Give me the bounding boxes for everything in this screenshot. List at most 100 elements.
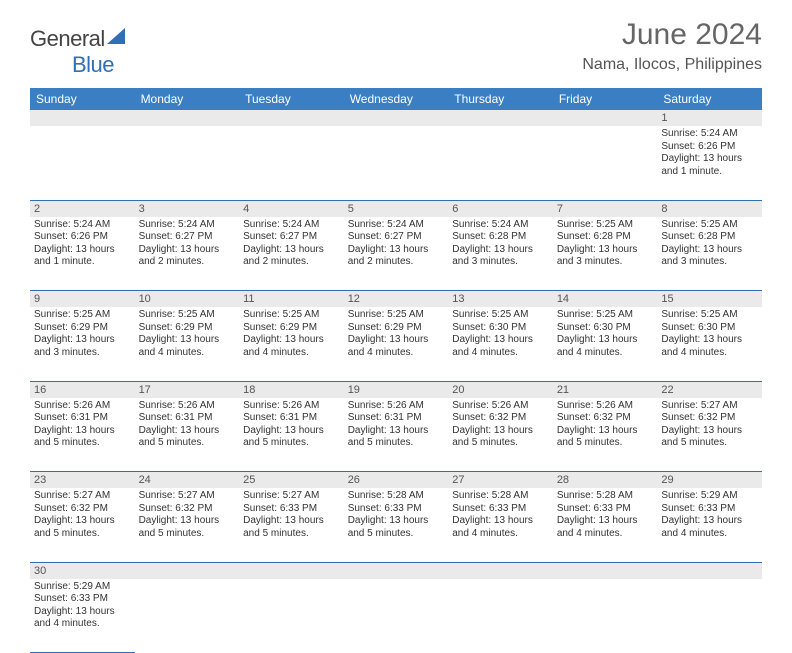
day-number-cell <box>657 562 762 579</box>
sunrise-text: Sunrise: 5:27 AM <box>34 490 131 503</box>
sunrise-text: Sunrise: 5:25 AM <box>557 309 654 322</box>
day-number-cell: 27 <box>448 472 553 489</box>
daylight-text: Daylight: 13 hours and 4 minutes. <box>557 515 654 540</box>
day-cell: Sunrise: 5:25 AMSunset: 6:28 PMDaylight:… <box>553 217 658 291</box>
sunset-text: Sunset: 6:30 PM <box>661 322 758 335</box>
day-content: Sunrise: 5:27 AMSunset: 6:32 PMDaylight:… <box>34 490 131 540</box>
day-number-cell: 14 <box>553 291 658 308</box>
day-number-cell <box>553 110 658 126</box>
day-number-cell: 30 <box>30 562 135 579</box>
sunrise-text: Sunrise: 5:24 AM <box>243 219 340 232</box>
day-content: Sunrise: 5:24 AMSunset: 6:28 PMDaylight:… <box>452 219 549 269</box>
col-tuesday: Tuesday <box>239 88 344 110</box>
day-number-cell: 1 <box>657 110 762 126</box>
daylight-text: Daylight: 13 hours and 3 minutes. <box>661 244 758 269</box>
sail-icon <box>107 26 129 52</box>
sunrise-text: Sunrise: 5:29 AM <box>661 490 758 503</box>
daylight-text: Daylight: 13 hours and 3 minutes. <box>34 334 131 359</box>
day-number-cell <box>239 110 344 126</box>
day-cell: Sunrise: 5:25 AMSunset: 6:28 PMDaylight:… <box>657 217 762 291</box>
col-friday: Friday <box>553 88 658 110</box>
daylight-text: Daylight: 13 hours and 1 minute. <box>661 153 758 178</box>
daylight-text: Daylight: 13 hours and 4 minutes. <box>243 334 340 359</box>
day-cell: Sunrise: 5:25 AMSunset: 6:29 PMDaylight:… <box>30 307 135 381</box>
day-content: Sunrise: 5:29 AMSunset: 6:33 PMDaylight:… <box>34 581 131 631</box>
sunset-text: Sunset: 6:33 PM <box>452 503 549 516</box>
logo-text: GeneralBlue <box>30 26 129 78</box>
day-content: Sunrise: 5:25 AMSunset: 6:29 PMDaylight:… <box>348 309 445 359</box>
day-number-cell: 10 <box>135 291 240 308</box>
day-cell: Sunrise: 5:26 AMSunset: 6:32 PMDaylight:… <box>553 398 658 472</box>
sunset-text: Sunset: 6:32 PM <box>139 503 236 516</box>
col-sunday: Sunday <box>30 88 135 110</box>
day-number-cell <box>30 110 135 126</box>
day-content: Sunrise: 5:26 AMSunset: 6:32 PMDaylight:… <box>557 400 654 450</box>
day-cell <box>448 126 553 200</box>
sunrise-text: Sunrise: 5:25 AM <box>139 309 236 322</box>
sunset-text: Sunset: 6:27 PM <box>348 231 445 244</box>
day-number-cell <box>344 562 449 579</box>
sunrise-text: Sunrise: 5:25 AM <box>348 309 445 322</box>
day-cell: Sunrise: 5:25 AMSunset: 6:29 PMDaylight:… <box>135 307 240 381</box>
day-number-cell: 5 <box>344 200 449 217</box>
sunset-text: Sunset: 6:28 PM <box>661 231 758 244</box>
day-cell: Sunrise: 5:28 AMSunset: 6:33 PMDaylight:… <box>448 488 553 562</box>
sunset-text: Sunset: 6:27 PM <box>243 231 340 244</box>
day-cell <box>30 126 135 200</box>
day-cell <box>657 579 762 653</box>
daylight-text: Daylight: 13 hours and 5 minutes. <box>139 515 236 540</box>
sunrise-text: Sunrise: 5:27 AM <box>243 490 340 503</box>
daylight-text: Daylight: 13 hours and 4 minutes. <box>34 606 131 631</box>
day-cell: Sunrise: 5:26 AMSunset: 6:31 PMDaylight:… <box>344 398 449 472</box>
day-content: Sunrise: 5:25 AMSunset: 6:30 PMDaylight:… <box>452 309 549 359</box>
day-cell: Sunrise: 5:25 AMSunset: 6:30 PMDaylight:… <box>553 307 658 381</box>
day-cell <box>344 126 449 200</box>
day-cell: Sunrise: 5:24 AMSunset: 6:27 PMDaylight:… <box>344 217 449 291</box>
sunrise-text: Sunrise: 5:24 AM <box>348 219 445 232</box>
sunset-text: Sunset: 6:31 PM <box>348 412 445 425</box>
sunrise-text: Sunrise: 5:25 AM <box>557 219 654 232</box>
day-number-cell: 4 <box>239 200 344 217</box>
daylight-text: Daylight: 13 hours and 5 minutes. <box>452 425 549 450</box>
day-number-cell: 24 <box>135 472 240 489</box>
day-number-cell: 22 <box>657 381 762 398</box>
day-content: Sunrise: 5:24 AMSunset: 6:26 PMDaylight:… <box>661 128 758 178</box>
daylight-text: Daylight: 13 hours and 1 minute. <box>34 244 131 269</box>
sunset-text: Sunset: 6:27 PM <box>139 231 236 244</box>
daylight-text: Daylight: 13 hours and 3 minutes. <box>557 244 654 269</box>
day-number-cell <box>448 562 553 579</box>
day-content: Sunrise: 5:25 AMSunset: 6:28 PMDaylight:… <box>557 219 654 269</box>
day-cell: Sunrise: 5:27 AMSunset: 6:32 PMDaylight:… <box>30 488 135 562</box>
week-row: Sunrise: 5:26 AMSunset: 6:31 PMDaylight:… <box>30 398 762 472</box>
sunrise-text: Sunrise: 5:27 AM <box>661 400 758 413</box>
day-number-cell: 23 <box>30 472 135 489</box>
day-content: Sunrise: 5:28 AMSunset: 6:33 PMDaylight:… <box>452 490 549 540</box>
title-block: June 2024 Nama, Ilocos, Philippines <box>582 18 762 74</box>
day-cell: Sunrise: 5:24 AMSunset: 6:26 PMDaylight:… <box>657 126 762 200</box>
sunset-text: Sunset: 6:31 PM <box>34 412 131 425</box>
day-content: Sunrise: 5:24 AMSunset: 6:27 PMDaylight:… <box>243 219 340 269</box>
sunset-text: Sunset: 6:33 PM <box>557 503 654 516</box>
daylight-text: Daylight: 13 hours and 5 minutes. <box>34 425 131 450</box>
day-cell: Sunrise: 5:26 AMSunset: 6:31 PMDaylight:… <box>239 398 344 472</box>
sunset-text: Sunset: 6:26 PM <box>34 231 131 244</box>
logo-word1: General <box>30 26 105 51</box>
daynum-row: 9101112131415 <box>30 291 762 308</box>
day-number-cell: 15 <box>657 291 762 308</box>
day-cell <box>448 579 553 653</box>
day-cell: Sunrise: 5:24 AMSunset: 6:26 PMDaylight:… <box>30 217 135 291</box>
day-content: Sunrise: 5:25 AMSunset: 6:28 PMDaylight:… <box>661 219 758 269</box>
sunset-text: Sunset: 6:33 PM <box>348 503 445 516</box>
day-cell <box>344 579 449 653</box>
day-content: Sunrise: 5:28 AMSunset: 6:33 PMDaylight:… <box>557 490 654 540</box>
day-number-cell: 20 <box>448 381 553 398</box>
day-cell: Sunrise: 5:24 AMSunset: 6:28 PMDaylight:… <box>448 217 553 291</box>
sunset-text: Sunset: 6:32 PM <box>452 412 549 425</box>
day-cell: Sunrise: 5:28 AMSunset: 6:33 PMDaylight:… <box>344 488 449 562</box>
day-content: Sunrise: 5:25 AMSunset: 6:30 PMDaylight:… <box>557 309 654 359</box>
day-content: Sunrise: 5:26 AMSunset: 6:31 PMDaylight:… <box>243 400 340 450</box>
day-cell: Sunrise: 5:25 AMSunset: 6:30 PMDaylight:… <box>657 307 762 381</box>
logo-word2: Blue <box>72 52 114 77</box>
day-number-cell <box>135 110 240 126</box>
day-content: Sunrise: 5:26 AMSunset: 6:31 PMDaylight:… <box>348 400 445 450</box>
